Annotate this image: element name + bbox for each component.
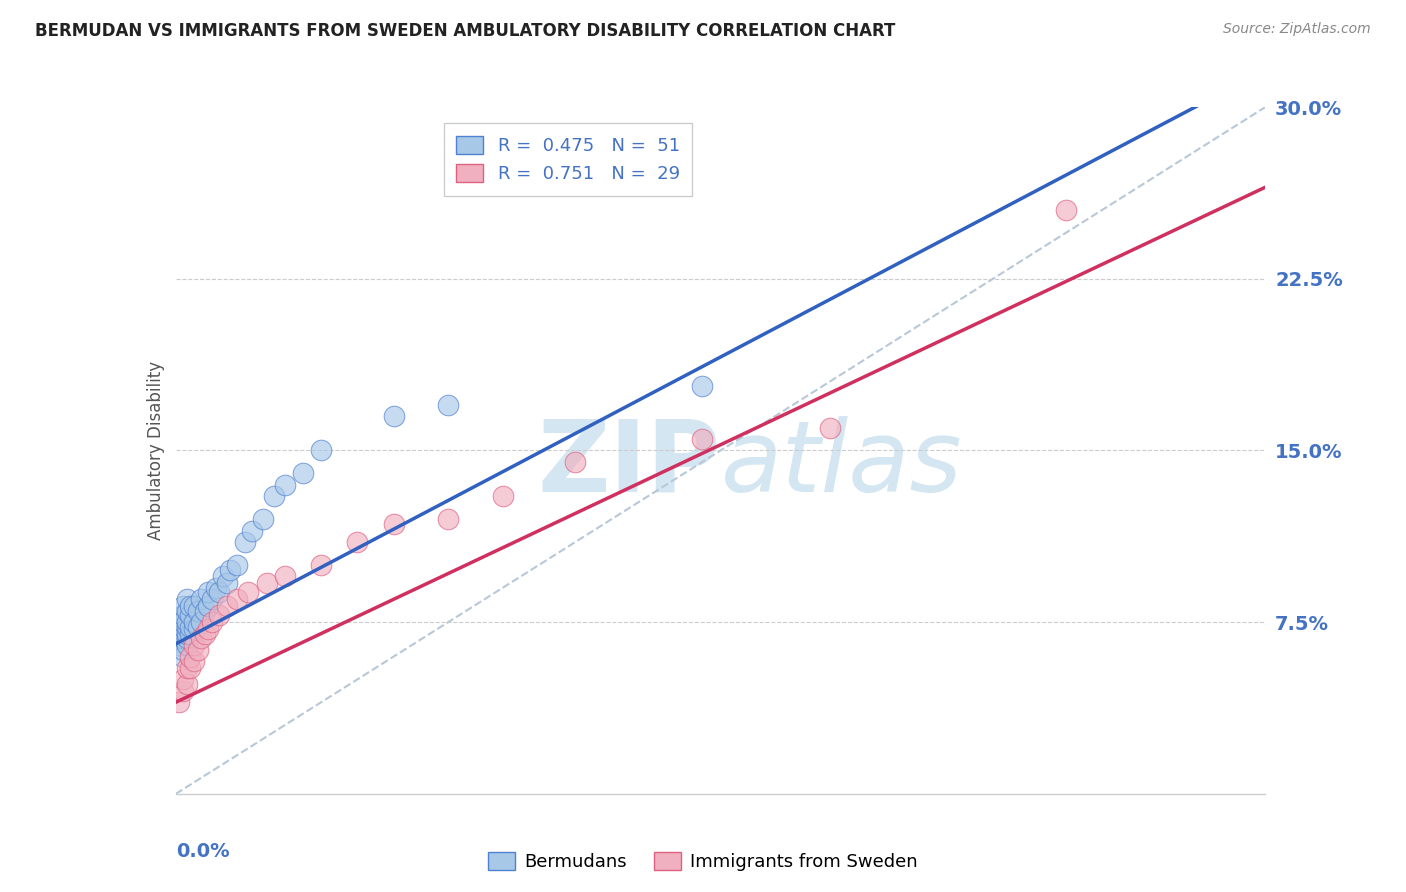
Point bbox=[179, 626, 201, 640]
Point bbox=[183, 638, 205, 652]
Text: 0.0%: 0.0% bbox=[176, 842, 229, 861]
Point bbox=[201, 592, 224, 607]
Point bbox=[194, 604, 217, 618]
Point bbox=[183, 615, 205, 630]
Point bbox=[179, 620, 201, 634]
Point bbox=[179, 661, 201, 675]
Point bbox=[176, 631, 198, 645]
Point bbox=[215, 576, 238, 591]
Point bbox=[176, 615, 198, 630]
Point bbox=[176, 592, 198, 607]
Legend: R =  0.475   N =  51, R =  0.751   N =  29: R = 0.475 N = 51, R = 0.751 N = 29 bbox=[443, 123, 693, 196]
Point bbox=[274, 478, 297, 492]
Point bbox=[263, 489, 285, 503]
Point bbox=[176, 604, 198, 618]
Point bbox=[190, 631, 212, 645]
Point bbox=[176, 638, 198, 652]
Point bbox=[1054, 203, 1077, 218]
Point bbox=[176, 661, 198, 675]
Point bbox=[190, 615, 212, 630]
Point bbox=[186, 620, 209, 634]
Y-axis label: Ambulatory Disability: Ambulatory Disability bbox=[146, 361, 165, 540]
Point bbox=[252, 512, 274, 526]
Point bbox=[190, 592, 212, 607]
Point bbox=[437, 512, 460, 526]
Point bbox=[219, 562, 242, 576]
Point bbox=[382, 409, 405, 424]
Point bbox=[201, 615, 224, 630]
Point bbox=[169, 615, 191, 630]
Point bbox=[197, 622, 219, 636]
Point bbox=[274, 569, 297, 583]
Point bbox=[169, 622, 191, 636]
Point bbox=[183, 599, 205, 614]
Point bbox=[256, 576, 278, 591]
Point bbox=[179, 649, 201, 664]
Point bbox=[238, 585, 260, 599]
Point bbox=[818, 420, 841, 434]
Point bbox=[240, 524, 263, 538]
Point bbox=[172, 615, 194, 630]
Point bbox=[492, 489, 515, 503]
Point bbox=[172, 649, 194, 664]
Point bbox=[172, 626, 194, 640]
Point bbox=[692, 432, 714, 446]
Point bbox=[172, 631, 194, 645]
Point bbox=[186, 642, 209, 657]
Point bbox=[197, 585, 219, 599]
Point bbox=[176, 677, 198, 691]
Point bbox=[172, 620, 194, 634]
Point bbox=[176, 620, 198, 634]
Point bbox=[172, 673, 194, 687]
Point bbox=[204, 581, 226, 595]
Point bbox=[291, 467, 314, 481]
Point bbox=[197, 599, 219, 614]
Point bbox=[437, 398, 460, 412]
Point bbox=[179, 608, 201, 623]
Text: ZIP: ZIP bbox=[537, 416, 721, 513]
Point bbox=[309, 443, 332, 458]
Point bbox=[169, 631, 191, 645]
Point bbox=[179, 599, 201, 614]
Point bbox=[169, 638, 191, 652]
Text: atlas: atlas bbox=[721, 416, 962, 513]
Point bbox=[208, 585, 231, 599]
Point bbox=[172, 642, 194, 657]
Text: BERMUDAN VS IMMIGRANTS FROM SWEDEN AMBULATORY DISABILITY CORRELATION CHART: BERMUDAN VS IMMIGRANTS FROM SWEDEN AMBUL… bbox=[35, 22, 896, 40]
Point bbox=[176, 626, 198, 640]
Text: Source: ZipAtlas.com: Source: ZipAtlas.com bbox=[1223, 22, 1371, 37]
Point bbox=[194, 626, 217, 640]
Point bbox=[564, 455, 586, 469]
Point bbox=[183, 654, 205, 668]
Point bbox=[692, 379, 714, 393]
Point bbox=[169, 695, 191, 709]
Point bbox=[172, 599, 194, 614]
Point bbox=[226, 558, 249, 572]
Point bbox=[186, 604, 209, 618]
Point bbox=[172, 683, 194, 698]
Point bbox=[226, 592, 249, 607]
Point bbox=[183, 622, 205, 636]
Point bbox=[233, 535, 256, 549]
Point bbox=[346, 535, 368, 549]
Point bbox=[212, 569, 235, 583]
Point bbox=[309, 558, 332, 572]
Point bbox=[172, 608, 194, 623]
Point bbox=[215, 599, 238, 614]
Point bbox=[382, 516, 405, 531]
Point bbox=[208, 608, 231, 623]
Point bbox=[169, 626, 191, 640]
Legend: Bermudans, Immigrants from Sweden: Bermudans, Immigrants from Sweden bbox=[481, 845, 925, 879]
